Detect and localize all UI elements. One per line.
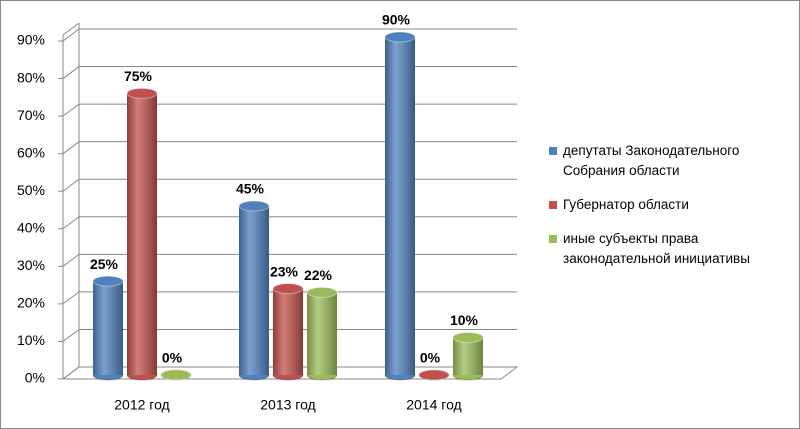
- legend: депутаты Законодательного Собрания облас…: [549, 141, 789, 283]
- grid-line: [62, 66, 517, 79]
- cylinder-top: [306, 286, 338, 298]
- y-tick-label: 80%: [17, 69, 45, 85]
- value-label: 0%: [162, 350, 183, 366]
- legend-label: иные субъекты права законодательной иниц…: [563, 231, 750, 266]
- x-tick-label: 2013 год: [260, 397, 315, 413]
- legend-swatch: [549, 147, 557, 155]
- cylinder: [238, 200, 270, 381]
- y-tick-label: 90%: [17, 32, 45, 48]
- legend-swatch: [549, 201, 557, 209]
- grid-line: [62, 366, 517, 380]
- value-label: 23%: [270, 263, 299, 279]
- grid-line: [62, 141, 517, 155]
- grid-line: [62, 328, 517, 342]
- cylinder: [384, 31, 416, 381]
- value-label: 45%: [236, 181, 265, 197]
- cylinder-shade: [453, 337, 483, 375]
- cylinder-top: [384, 31, 416, 43]
- grid-line: [62, 291, 517, 305]
- legend-item: депутаты Законодательного Собрания облас…: [549, 141, 789, 181]
- cylinder-top: [92, 275, 124, 287]
- cylinder-shade: [273, 288, 303, 375]
- cylinder-shade: [239, 206, 269, 375]
- grid-line: [62, 178, 517, 192]
- grid-line: [62, 216, 517, 230]
- value-label: 25%: [90, 256, 119, 272]
- y-tick-label: 40%: [17, 219, 45, 235]
- legend-swatch: [549, 235, 557, 243]
- y-tick-label: 0%: [25, 370, 45, 386]
- legend-label: Губернатор области: [563, 197, 689, 212]
- cylinder: [306, 286, 338, 381]
- x-tick-label: 2012 год: [114, 397, 169, 413]
- cylinder-shade: [127, 93, 157, 375]
- cylinder: [92, 275, 124, 381]
- legend-item: иные субъекты права законодательной иниц…: [549, 229, 789, 269]
- cylinder-top: [238, 200, 270, 212]
- cylinder-top: [452, 331, 484, 343]
- cylinder: [126, 87, 158, 381]
- y-tick-label: 60%: [17, 144, 45, 160]
- y-tick-label: 30%: [17, 257, 45, 273]
- y-tick-label: 50%: [17, 182, 45, 198]
- y-tick-label: 70%: [17, 107, 45, 123]
- cylinder-shade: [385, 37, 415, 375]
- cylinder-top: [126, 87, 158, 99]
- y-tick-label: 10%: [17, 332, 45, 348]
- x-tick-label: 2014 год: [406, 397, 461, 413]
- value-label: 0%: [420, 350, 441, 366]
- cylinder: [452, 331, 484, 381]
- value-label: 90%: [382, 12, 411, 28]
- cylinder: [160, 369, 192, 381]
- value-label: 10%: [450, 312, 479, 328]
- cylinder-shade: [93, 281, 123, 375]
- back-wall: [62, 22, 80, 379]
- grid-line: [62, 253, 517, 267]
- cylinder-top: [418, 369, 450, 381]
- cylinder-top: [160, 369, 192, 381]
- value-label: 22%: [304, 267, 333, 283]
- grid-line: [62, 28, 517, 42]
- value-label: 75%: [124, 68, 153, 84]
- grid-line: [62, 103, 517, 117]
- legend-item: Губернатор области: [549, 195, 789, 215]
- y-tick-label: 20%: [17, 295, 45, 311]
- cylinder: [272, 283, 304, 381]
- legend-label: депутаты Законодательного Собрания облас…: [563, 143, 740, 178]
- cylinder-top: [272, 283, 304, 295]
- cylinder-shade: [307, 292, 337, 375]
- cylinder: [418, 369, 450, 381]
